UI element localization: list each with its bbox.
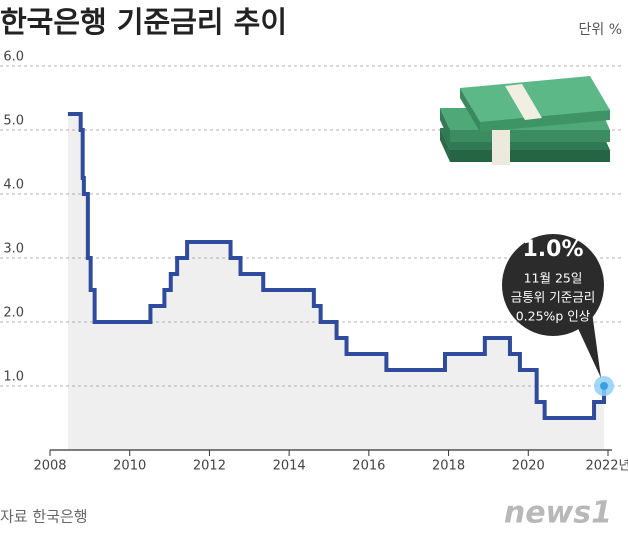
source-note: 자료 한국은행 xyxy=(0,508,88,526)
callout-line: 금통위 기준금리 xyxy=(511,290,595,305)
plot-area: 1.0 2.0 3.0 4.0 5.0 6.0 2008 2010 2012 2014 2016 20… xyxy=(0,50,628,474)
callout: 1.0% 11월 25일 금통위 기준금리 0.25%p 인상 xyxy=(502,234,604,378)
y-tick-label: 4.0 xyxy=(3,178,24,193)
x-tick-label: 2016 xyxy=(352,459,385,474)
area xyxy=(67,114,605,450)
y-tick-label: 5.0 xyxy=(3,114,24,129)
x-tick-label: 2018 xyxy=(432,459,465,474)
money-illustration xyxy=(440,76,610,165)
y-tick-label: 3.0 xyxy=(3,242,24,257)
callout-pointer xyxy=(575,312,601,378)
y-tick-label: 1.0 xyxy=(3,370,24,385)
callout-bubble xyxy=(502,234,604,336)
logo: news1 xyxy=(504,496,612,531)
unit-label: 단위 % xyxy=(578,22,622,38)
highlight-dot xyxy=(600,382,609,390)
x-tick-label: 2012 xyxy=(193,459,226,474)
x-tick-label: 2008 xyxy=(33,459,66,474)
y-tick-label: 6.0 xyxy=(3,50,24,65)
x-tick-label: 2014 xyxy=(273,459,306,474)
x-tick-label: 2020 xyxy=(512,459,545,474)
line xyxy=(67,112,607,420)
x-tick-label: 2010 xyxy=(113,459,146,474)
chart-title: 한국은행 기준금리 추이 xyxy=(0,5,287,39)
callout-line: 0.25%p 인상 xyxy=(516,309,591,324)
callout-value: 1.0% xyxy=(522,237,583,262)
y-tick-label: 2.0 xyxy=(3,306,24,321)
callout-line: 11월 25일 xyxy=(524,271,583,286)
x-tick-label: 2022년 xyxy=(585,459,628,474)
